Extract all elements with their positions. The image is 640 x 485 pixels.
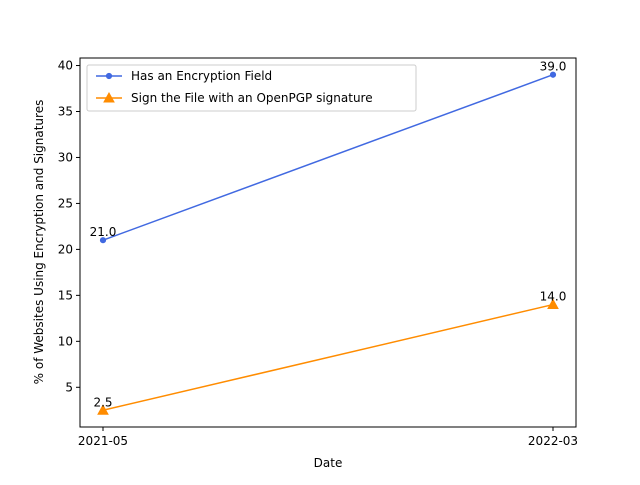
y-tick-label: 15 <box>58 288 73 302</box>
y-tick-label: 10 <box>58 334 73 348</box>
y-tick-label: 20 <box>58 242 73 256</box>
y-axis-ticks: 5 10 15 20 25 30 35 40 <box>58 59 80 394</box>
y-axis-label: % of Websites Using Encryption and Signa… <box>32 100 46 385</box>
x-tick-label: 2022-03 <box>528 434 578 448</box>
series-point-1 <box>549 71 557 78</box>
legend-box <box>86 64 417 112</box>
y-tick-label: 35 <box>58 105 73 119</box>
data-label: 14.0 <box>540 290 567 304</box>
legend-label: Has an Encryption Field <box>131 69 272 83</box>
series-point-1 <box>99 237 107 244</box>
series-point-2 <box>547 298 559 310</box>
y-tick-label: 30 <box>58 150 73 164</box>
legend: Has an Encryption Field Sign the File wit… <box>86 64 417 112</box>
x-axis-label: Date <box>314 456 343 470</box>
series-line-2 <box>102 303 554 411</box>
legend-label: Sign the File with an OpenPGP signature <box>131 91 373 105</box>
y-tick-label: 25 <box>58 196 73 210</box>
data-label: 21.0 <box>90 225 117 239</box>
y-tick-label: 40 <box>58 59 73 73</box>
legend-marker-triangle <box>103 91 115 103</box>
series-layer: 21.0 39.0 2.5 14.0 <box>90 60 567 415</box>
x-tick-label: 2021-05 <box>78 434 128 448</box>
data-label: 2.5 <box>93 395 112 409</box>
series-point-2 <box>97 404 109 415</box>
series-line-1 <box>102 74 554 241</box>
legend-marker-circle <box>105 72 113 80</box>
y-tick-label: 5 <box>65 380 73 394</box>
x-axis-ticks: 2021-05 2022-03 <box>78 427 578 448</box>
data-label: 39.0 <box>540 60 567 74</box>
plot-area <box>79 57 577 428</box>
